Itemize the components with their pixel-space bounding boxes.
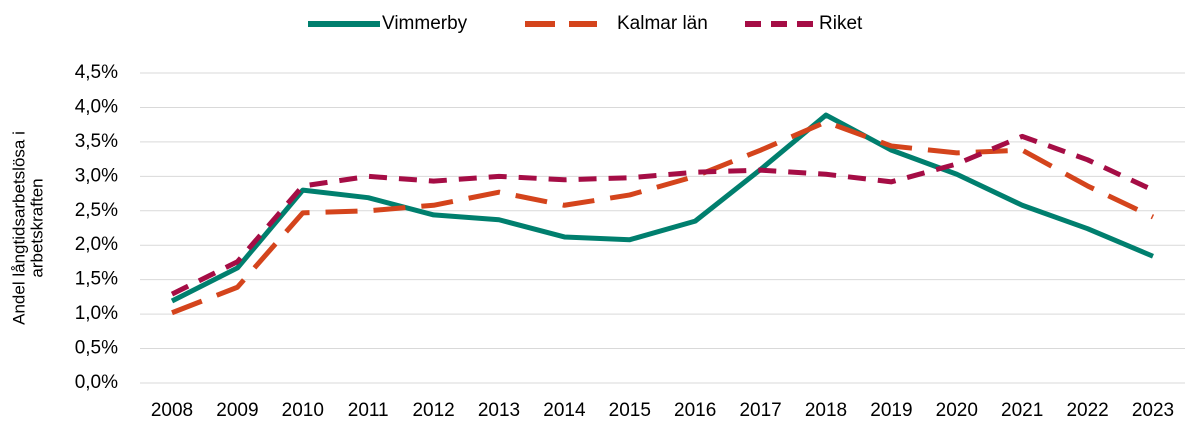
- x-tick-label: 2016: [674, 400, 716, 421]
- y-axis-label: Andel långtidsarbetslösa i: [9, 131, 28, 325]
- x-tick-label: 2008: [151, 400, 193, 421]
- y-tick-label: 1,0%: [75, 303, 118, 324]
- x-tick-label: 2018: [805, 400, 847, 421]
- legend-label: Riket: [819, 13, 863, 34]
- y-tick-label: 3,0%: [75, 165, 118, 186]
- x-tick-label: 2022: [1066, 400, 1108, 421]
- x-tick-label: 2015: [609, 400, 651, 421]
- series-line: [170, 112, 1154, 304]
- y-tick-label: 4,0%: [75, 96, 118, 117]
- y-tick-label: 4,5%: [75, 62, 118, 83]
- y-tick-label: 3,5%: [75, 131, 118, 152]
- series-line: [170, 133, 1155, 297]
- x-tick-label: 2014: [543, 400, 586, 421]
- x-tick-label: 2012: [412, 400, 454, 421]
- y-tick-label: 2,0%: [75, 234, 118, 255]
- y-tick-label: 0,0%: [75, 372, 118, 393]
- x-tick-label: 2017: [739, 400, 781, 421]
- y-tick-label: 1,5%: [75, 269, 118, 290]
- x-tick-label: 2023: [1132, 400, 1174, 421]
- x-tick-label: 2013: [478, 400, 520, 421]
- y-axis-label: arbetskraften: [27, 178, 46, 277]
- series-line: [171, 119, 1155, 316]
- x-tick-label: 2009: [216, 400, 258, 421]
- legend-label: Kalmar län: [617, 13, 708, 34]
- x-tick-label: 2011: [348, 400, 389, 421]
- y-tick-label: 0,5%: [75, 338, 118, 359]
- legend-label: Vimmerby: [382, 13, 468, 34]
- x-tick-label: 2020: [936, 400, 978, 421]
- y-tick-label: 2,5%: [75, 200, 118, 221]
- x-tick-label: 2019: [870, 400, 912, 421]
- x-tick-label: 2021: [1001, 400, 1043, 421]
- x-tick-label: 2010: [282, 400, 324, 421]
